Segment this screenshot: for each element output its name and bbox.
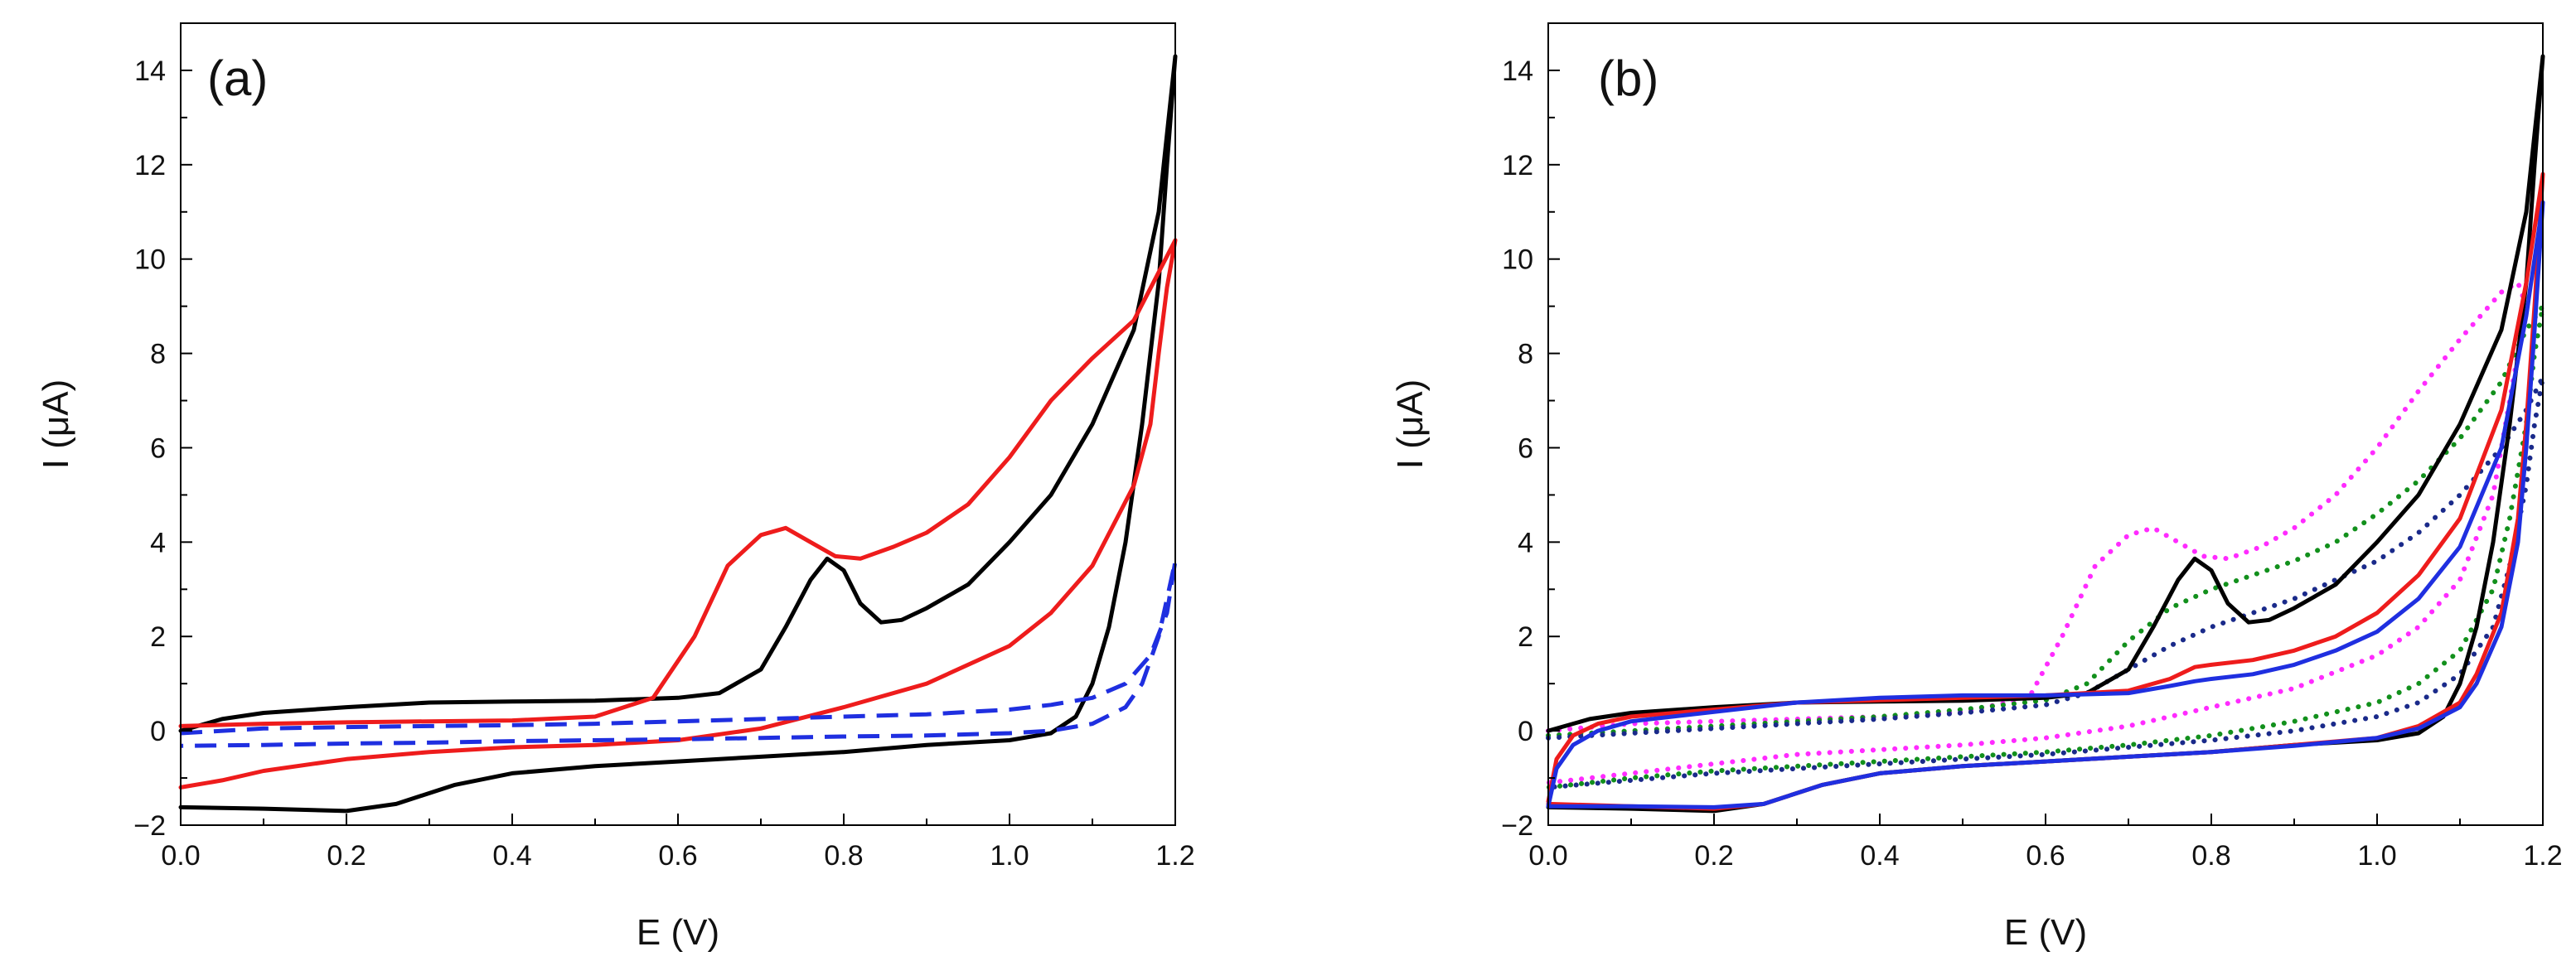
panel-b-x-tick-label: 0.6	[2026, 840, 2065, 872]
panel-b-series	[1546, 54, 2545, 814]
panel-a-y-tick-label: 0	[150, 716, 166, 747]
panel-b-label: (b)	[1598, 51, 1658, 106]
panel-a-y-tick-label: −2	[133, 810, 166, 842]
panel-b-axes: 0.0 0.2 0.4 0.6 0.8 1.0 1.2 −2 0 2 4 6 8 10 12 14	[1501, 22, 2563, 872]
panel-a-y-tick-label: 8	[150, 339, 166, 370]
panel-b-series-green-dotted	[1546, 303, 2545, 790]
panel-a-y-tick-label: 12	[134, 150, 166, 181]
panel-b-x-tick-label: 1.2	[2523, 840, 2562, 872]
panel-a-y-tick-label: 10	[134, 244, 166, 276]
panel-b-series-magenta-dotted	[1546, 280, 2529, 785]
panel-a-x-tick-label: 1.2	[1155, 840, 1194, 872]
panel-a-x-tick-label: 0.8	[824, 840, 863, 872]
panel-a-y-axis-title: I (μA)	[36, 379, 76, 469]
panel-a-series-black-solid	[178, 54, 1178, 814]
panel-a-series-red-solid	[178, 238, 1178, 790]
panel-a-y-tick-label: 2	[150, 621, 166, 653]
panel-a-y-tick-label: 6	[150, 432, 166, 464]
panel-b: 0.0 0.2 0.4 0.6 0.8 1.0 1.2 −2 0 2 4 6 8 10 12 14 (b) E…	[1390, 22, 2563, 953]
panel-b-series-blue-solid	[1546, 200, 2545, 809]
panel-b-y-tick-label: 12	[1502, 150, 1533, 181]
panel-b-x-tick-label: 0.0	[1528, 840, 1567, 872]
panel-b-x-axis-title: E (V)	[2004, 912, 2087, 953]
panel-a-x-tick-label: 0.6	[658, 840, 697, 872]
panel-a-axes: 0.0 0.2 0.4 0.6 0.8 1.0 1.2 −2 0 2 4 6 8 10 12 14	[133, 22, 1195, 872]
panel-a-x-tick-label: 0.4	[492, 840, 531, 872]
panel-b-y-tick-label: 0	[1518, 716, 1533, 747]
panel-b-y-tick-label: 10	[1502, 244, 1533, 276]
panel-a-x-tick-label: 0.2	[327, 840, 366, 872]
panel-b-y-tick-label: 4	[1518, 527, 1533, 558]
panel-b-x-tick-label: 0.8	[2191, 840, 2230, 872]
panel-b-y-tick-label: −2	[1501, 810, 1533, 842]
panel-b-y-tick-label: 6	[1518, 432, 1533, 464]
panel-b-y-tick-label: 8	[1518, 339, 1533, 370]
panel-b-x-tick-label: 1.0	[2357, 840, 2396, 872]
panel-a-label: (a)	[207, 51, 268, 106]
panel-b-x-tick-label: 0.2	[1694, 840, 1733, 872]
panel-a-x-axis-title: E (V)	[637, 912, 719, 953]
panel-a-x-tick-label: 1.0	[990, 840, 1029, 872]
panel-b-x-tick-label: 0.4	[1860, 840, 1899, 872]
panel-b-y-tick-label: 14	[1502, 56, 1533, 87]
panel-a-x-tick-label: 0.0	[161, 840, 200, 872]
panel-b-y-tick-label: 2	[1518, 621, 1533, 653]
panel-a-series	[178, 54, 1178, 814]
panel-a: 0.0 0.2 0.4 0.6 0.8 1.0 1.2 −2 0 2 4 6 8 10 12 14 (a) E…	[36, 22, 1195, 953]
panel-a-series-blue-dashed	[180, 558, 1178, 748]
panel-a-y-tick-label: 4	[150, 527, 166, 558]
panel-b-y-axis-title: I (μA)	[1390, 379, 1431, 469]
panel-a-y-tick-label: 14	[134, 56, 166, 87]
